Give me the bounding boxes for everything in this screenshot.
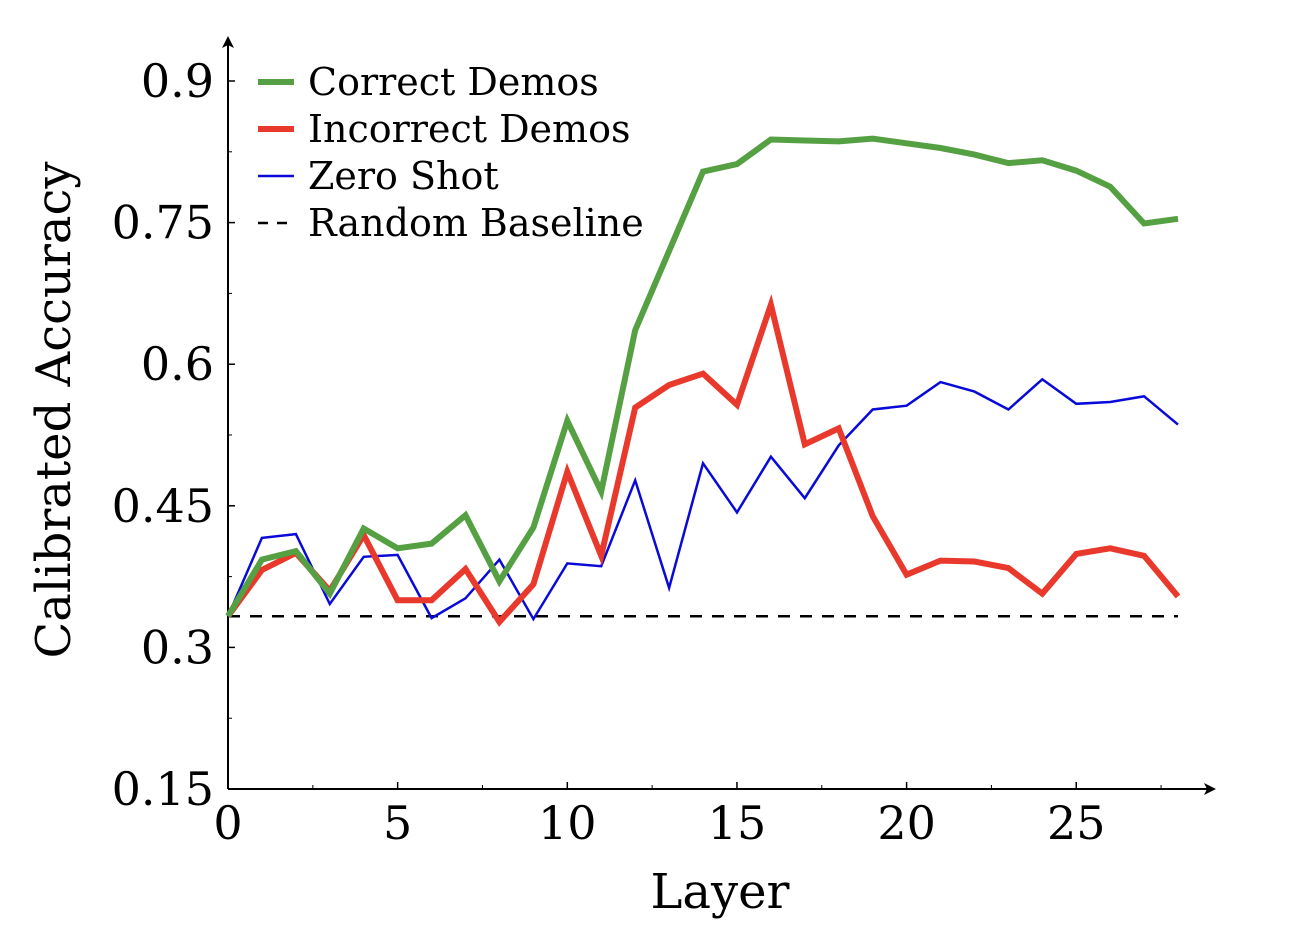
x-tick-label: 5	[383, 796, 412, 850]
x-tick-label: 25	[1047, 796, 1106, 850]
y-axis-label: Calibrated Accuracy	[26, 162, 82, 659]
x-tick-label: 20	[877, 796, 936, 850]
y-tick-label: 0.75	[112, 196, 214, 250]
x-axis-label: Layer	[651, 864, 790, 920]
series-line-zero-shot	[226, 377, 1179, 622]
x-tick-label: 0	[213, 796, 242, 850]
x-axis-arrow	[1204, 783, 1216, 795]
axes	[222, 36, 1216, 795]
legend-label: Incorrect Demos	[308, 107, 630, 151]
x-tick-label: 10	[538, 796, 597, 850]
legend-label: Zero Shot	[308, 154, 499, 198]
series-layer	[225, 135, 1181, 627]
y-axis-arrow	[222, 36, 234, 48]
y-tick-label: 0.45	[112, 479, 214, 533]
ticks: 0 5 10 15 20 25 0.15 0.3 0.45 0.6 0.75 0.9	[112, 54, 1162, 850]
y-tick-label: 0.15	[112, 762, 214, 816]
x-tick-label: 15	[708, 796, 767, 850]
legend-label: Random Baseline	[308, 201, 644, 245]
legend-label: Correct Demos	[308, 60, 599, 104]
series-line-incorrect-demos	[225, 293, 1181, 627]
y-tick-label: 0.6	[141, 337, 214, 391]
y-tick-label: 0.3	[141, 620, 214, 674]
series-line-correct-demos	[225, 135, 1179, 618]
y-tick-label: 0.9	[141, 54, 214, 108]
